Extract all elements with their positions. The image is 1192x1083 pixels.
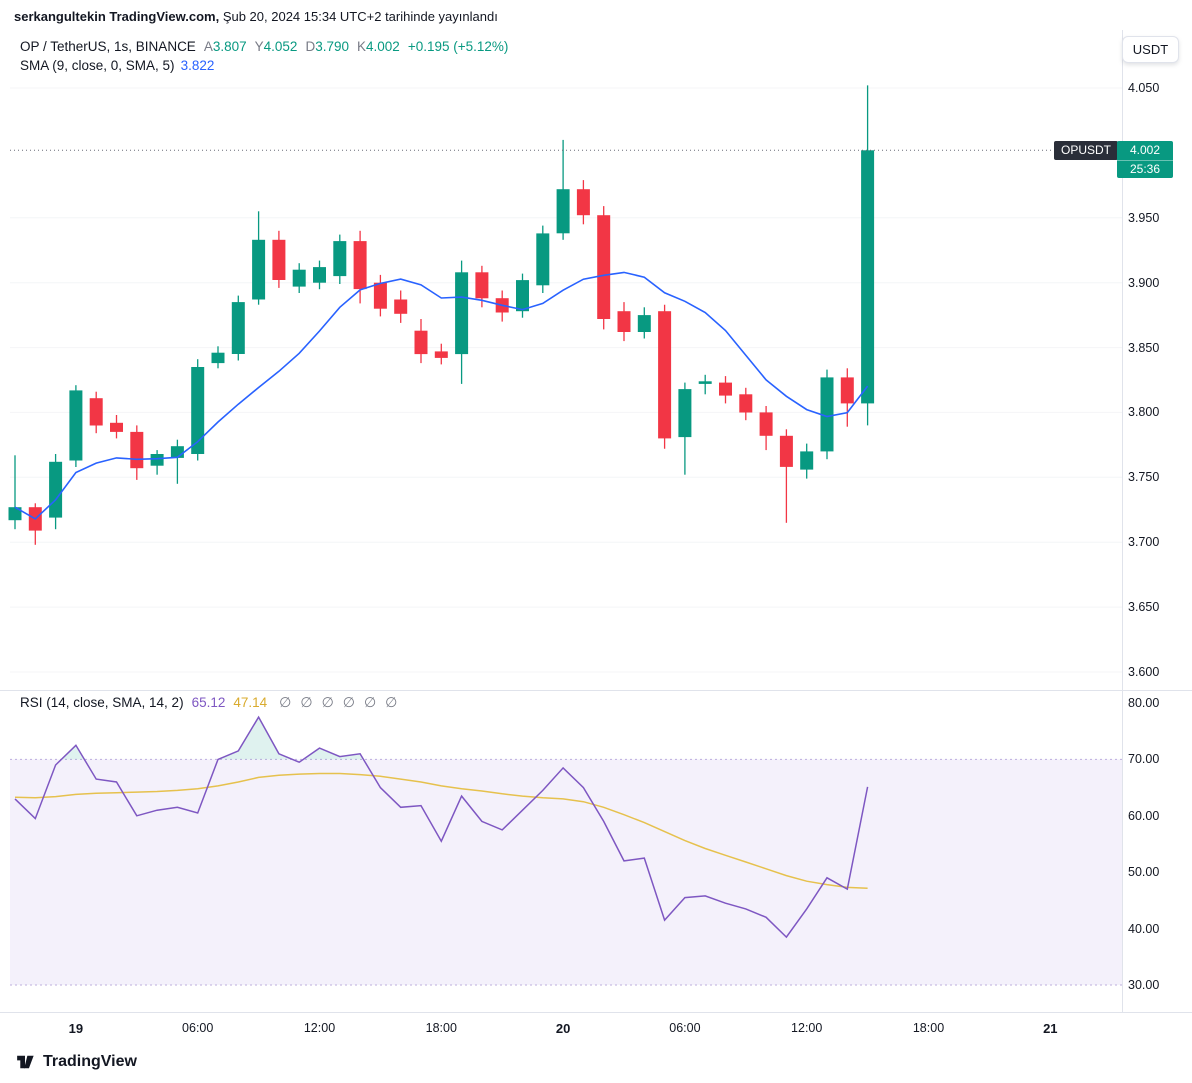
time-tick-label: 18:00 [425,1021,457,1035]
rsi-axis[interactable]: 80.00 70.00 60.00 50.00 40.00 30.00 [1128,0,1190,1012]
sma-value: 3.822 [180,58,215,73]
rsi-legend[interactable]: RSI (14, close, SMA, 14, 2) 65.12 47.14 … [20,694,397,711]
time-axis[interactable]: 19 06:00 12:00 18:00 20 06:00 12:00 18:00 21 [0,1019,1122,1041]
ohlc-values: A3.807 Y4.052 D3.790 K4.002 [204,39,400,54]
price-tick-label: 4.050 [1128,81,1160,95]
empty-set-icon: ∅ [385,694,398,710]
rsi-tick-label: 80.00 [1128,696,1160,710]
rsi-tick-label: 30.00 [1128,978,1160,992]
price-tick-label: 3.750 [1128,470,1160,485]
rsi-tick-label: 70.00 [1128,752,1160,767]
sma-line [14,271,869,520]
symbol-legend[interactable]: OP / TetherUS, 1s, BINANCE A3.807 Y4.052 D… [20,39,508,54]
time-tick-label: 12:00 [303,1021,336,1035]
last-price-value: 4.002 [1129,143,1161,157]
price-tick-label: 3.800 [1128,405,1160,420]
ohlc-a: A3.807 [203,39,247,54]
price-line-symbol-badge: OPUSDT [1054,141,1119,160]
bar-countdown: 25:36 [1117,160,1173,178]
candlestick-series [8,85,875,545]
empty-set-icon: ∅ [321,694,334,710]
tradingview-logo-text: TradingView [43,1053,137,1070]
publish-time: Şub 20, 2024 15:34 UTC+2 tarihinde yayın… [222,9,498,24]
currency-button[interactable]: USDT [1122,36,1179,63]
price-tick-label: 3.600 [1128,665,1160,679]
price-tick-label: 3.950 [1128,210,1160,225]
publish-header: serkangultekin TradingView.com, Şub 20, … [14,9,498,24]
rsi-label: RSI (14, close, SMA, 14, 2) [20,695,184,710]
last-price-badge: 4.002 25:36 [1117,141,1173,178]
empty-set-icon: ∅ [363,694,377,710]
rsi-ma-line [14,772,868,890]
empty-set-icon: ∅ [300,694,313,710]
time-tick-label: 18:00 [912,1021,945,1035]
ohlc-y: Y4.052 [254,39,298,54]
price-change: +0.195 (+5.12%) [407,39,509,54]
rsi-value: 65.12 [191,695,226,710]
symbol-title: OP / TetherUS, 1s, BINANCE [20,39,196,54]
sma-label: SMA (9, close, 0, SMA, 5) [20,58,175,73]
rsi-tick-label: 50.00 [1128,865,1160,880]
time-tick-label: 19 [68,1021,84,1036]
rsi-hidden-bands: ∅ ∅ ∅ ∅ ∅ ∅ [279,694,397,711]
rsi-band [10,759,1122,985]
ohlc-d: D3.790 [305,39,349,54]
time-tick-label: 20 [555,1021,571,1036]
time-tick-label: 12:00 [791,1021,823,1035]
price-tick-label: 3.850 [1128,340,1160,355]
rsi-overbought-fill [61,717,364,760]
rsi-tick-label: 40.00 [1128,921,1160,936]
price-tick-label: 3.900 [1128,275,1160,290]
empty-set-icon: ∅ [342,694,355,710]
rsi-tick-label: 60.00 [1128,808,1160,823]
time-tick-label: 06:00 [669,1021,701,1035]
price-tick-label: 3.650 [1128,600,1160,615]
rsi-line [14,715,869,939]
time-tick-label: 06:00 [182,1021,214,1035]
sma-legend[interactable]: SMA (9, close, 0, SMA, 5) 3.822 [20,58,214,73]
empty-set-icon: ∅ [279,694,292,710]
tradingview-logo[interactable]: TradingView [14,1051,137,1073]
ohlc-k: K4.002 [357,39,400,54]
publisher-name: serkangultekin TradingView.com, [14,9,220,24]
rsi-ma-value: 47.14 [233,695,268,710]
price-tick-label: 3.700 [1128,535,1160,550]
time-tick-label: 21 [1043,1021,1058,1036]
tradingview-logo-icon [17,1055,34,1069]
price-axis[interactable]: 4.050 3.950 3.900 3.850 3.800 3.750 3.700 3.650… [1128,0,1190,1012]
